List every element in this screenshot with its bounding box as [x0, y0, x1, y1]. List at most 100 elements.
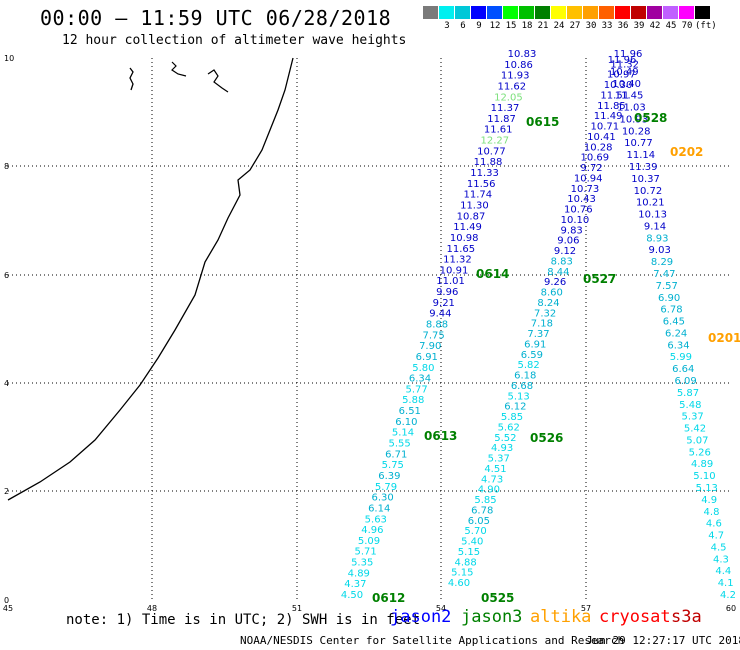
color-scale-label: 24: [553, 21, 565, 31]
wave-height-value: 9.72: [580, 163, 602, 174]
wave-height-value: 4.88: [454, 557, 476, 568]
wave-height-value: 10.21: [636, 198, 665, 209]
color-scale-label: 27: [569, 21, 581, 31]
color-scale-label: 30: [585, 21, 597, 31]
wave-height-value: 11.93: [501, 71, 530, 82]
wave-height-value: 5.37: [488, 454, 510, 465]
wave-height-value: 11.03: [617, 103, 646, 114]
wave-height-value: 11.49: [594, 111, 623, 122]
color-scale-label: 12: [489, 21, 501, 31]
y-tick-label: 8: [4, 162, 9, 171]
wave-height-value: 12.27: [480, 136, 509, 147]
footer-note: note: 1) Time is in UTC; 2) SWH is in fe…: [66, 612, 421, 628]
wave-height-value: 11.88: [474, 157, 503, 168]
wave-height-value: 11.49: [453, 222, 482, 233]
wave-height-value: 6.30: [371, 493, 393, 504]
wave-height-value: 8.44: [547, 267, 569, 278]
wave-height-value: 6.59: [521, 350, 543, 361]
wave-height-value: 5.85: [501, 412, 523, 423]
wave-height-value: 10.86: [504, 60, 533, 71]
color-scale-label: 3: [444, 21, 450, 31]
wave-height-value: 5.62: [498, 422, 520, 433]
wave-height-value: 5.14: [392, 428, 414, 439]
wave-height-value: 7.32: [534, 308, 556, 319]
credit-line: NOAA/NESDIS Center for Satellite Applica…: [240, 634, 625, 647]
wave-height-value: 5.15: [451, 568, 473, 579]
color-scale-label: 39: [633, 21, 645, 31]
wave-height-value: 10.43: [567, 194, 596, 205]
wave-height-value: 5.40: [461, 537, 483, 548]
wave-height-value: 6.14: [368, 503, 390, 514]
altimeter-tracks: 4.504.374.895.355.715.094.965.636.146.30…: [341, 49, 736, 601]
wave-height-value: 10.37: [631, 174, 660, 185]
wave-height-value: 11.85: [597, 101, 626, 112]
legend-jason3: jason3: [461, 607, 523, 627]
wave-height-value: 5.79: [375, 482, 397, 493]
wave-height-value: 10.71: [590, 122, 619, 133]
y-tick-label: 2: [4, 487, 9, 496]
color-swatch: [423, 6, 439, 19]
color-swatch: [503, 6, 519, 19]
wave-height-value: 11.32: [610, 59, 639, 70]
wave-height-value: 12.05: [494, 92, 523, 103]
wave-height-value: 4.96: [361, 525, 383, 536]
wave-height-value: 10.13: [638, 210, 667, 221]
wave-height-value: 4.89: [348, 568, 370, 579]
wave-height-value: 9.26: [544, 277, 566, 288]
wave-height-value: 4.5: [711, 542, 727, 553]
color-scale-label: 45: [665, 21, 677, 31]
wave-height-value: 6.78: [471, 505, 493, 516]
wave-height-value: 6.39: [378, 471, 400, 482]
wave-height-value: 7.47: [653, 269, 675, 280]
coastline: [7, 57, 294, 501]
legend-cryosat: cryosat: [599, 607, 671, 627]
color-scale-label: 21: [537, 21, 549, 31]
wave-height-value: 6.18: [514, 371, 536, 382]
wave-height-value: 6.45: [663, 317, 685, 328]
color-swatch: [519, 6, 535, 19]
wave-height-value: 4.9: [701, 495, 717, 506]
pass-time-label: 0613: [424, 429, 457, 443]
wave-height-value: 10.77: [477, 146, 506, 157]
wave-height-value: 4.60: [448, 578, 470, 589]
wave-height-value: 7.90: [419, 341, 441, 352]
wave-height-value: 11.32: [443, 255, 472, 266]
wave-height-value: 8.88: [426, 320, 448, 331]
color-scale-label: 15: [505, 21, 517, 31]
wave-height-value: 8.60: [541, 288, 563, 299]
color-scale-label: 33: [601, 21, 613, 31]
wave-height-value: 5.15: [458, 547, 480, 558]
color-scale-label: 70: [681, 21, 693, 31]
wave-height-value: 7.37: [527, 329, 549, 340]
wave-height-value: 8.83: [551, 256, 573, 267]
pass-time-label: 0615: [526, 115, 559, 129]
pass-time-label: 0201: [708, 331, 740, 345]
wave-height-value: 11.74: [463, 190, 492, 201]
wave-height-value: 10.28: [584, 142, 613, 153]
wave-height-value: 4.50: [341, 590, 363, 601]
color-swatch: [455, 6, 471, 19]
wave-height-value: 11.61: [484, 125, 513, 136]
color-scale: [423, 6, 711, 19]
wave-height-value: 8.24: [537, 298, 559, 309]
wave-height-value: 11.01: [436, 276, 465, 287]
grid-lines: [8, 58, 731, 600]
color-swatch: [663, 6, 679, 19]
wave-height-value: 5.48: [679, 400, 701, 411]
color-swatch: [583, 6, 599, 19]
y-tick-label: 0: [4, 596, 9, 605]
wave-height-value: 6.78: [660, 305, 682, 316]
wave-height-value: 5.52: [494, 433, 516, 444]
color-scale-label: 42: [649, 21, 661, 31]
wave-height-value: 5.42: [684, 424, 706, 435]
wave-height-value: 10.93: [619, 114, 648, 125]
wave-height-value: 11.96: [608, 55, 637, 66]
color-swatch: [439, 6, 455, 19]
x-tick-label: 45: [3, 604, 13, 613]
wave-height-value: 4.2: [720, 590, 736, 601]
wave-height-value: 10.69: [581, 153, 610, 164]
wave-height-value: 11.65: [446, 244, 475, 255]
wave-height-value: 5.37: [682, 412, 704, 423]
pass-time-label: 0526: [530, 431, 563, 445]
color-swatch: [679, 6, 695, 19]
